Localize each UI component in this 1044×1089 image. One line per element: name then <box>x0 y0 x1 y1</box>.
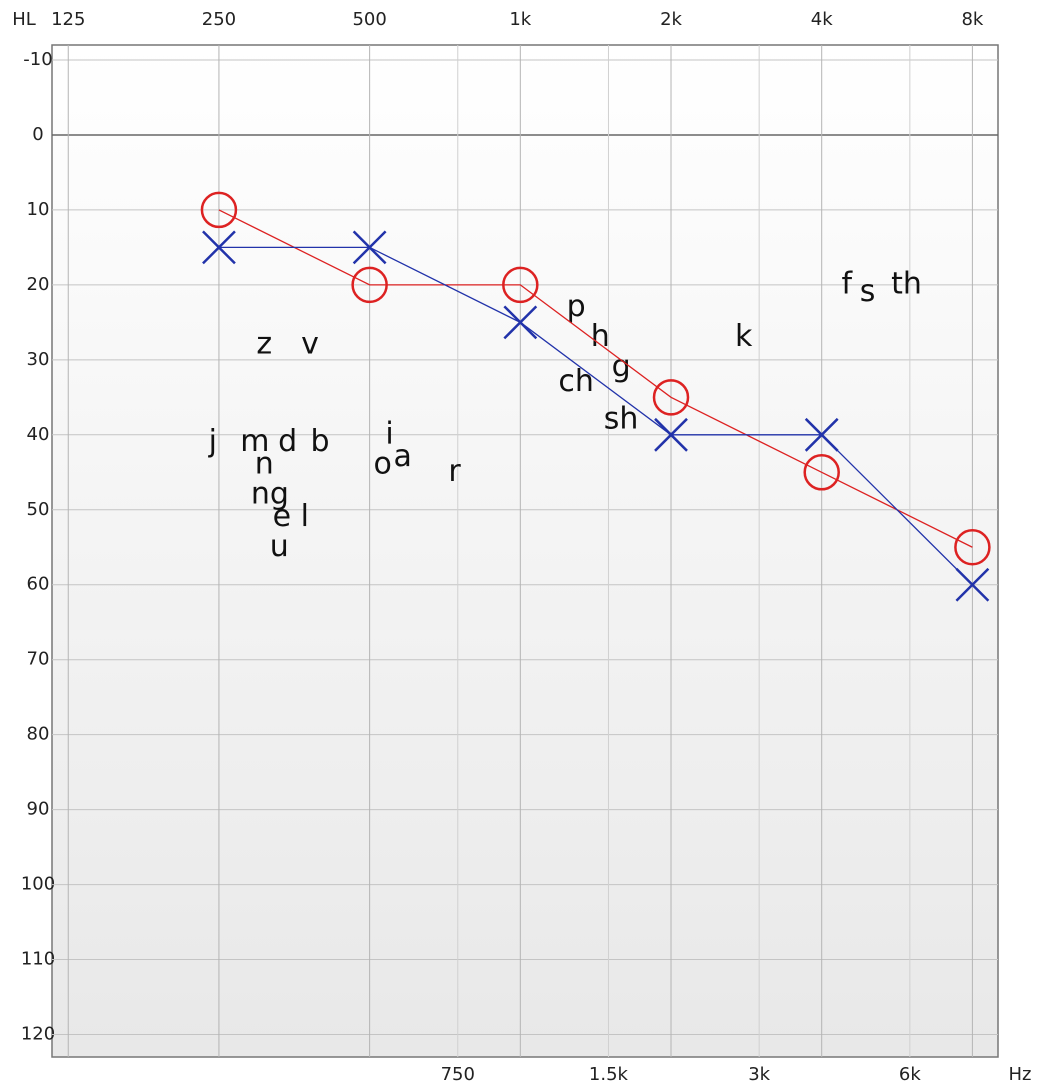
speech-sound: m <box>240 424 269 459</box>
marker-x <box>804 417 839 452</box>
speech-sound: j <box>208 424 217 459</box>
x-tick-label: 8k <box>961 9 983 30</box>
y-tick-label: 100 <box>21 874 55 895</box>
marker-circle <box>954 529 991 566</box>
speech-sound: th <box>891 266 922 301</box>
x-tick-label: 2k <box>660 9 682 30</box>
speech-sound: e <box>273 499 291 534</box>
marker-circle <box>803 454 840 491</box>
speech-sound: ng <box>251 476 289 511</box>
x-tick-label: 125 <box>51 9 85 30</box>
x-tick-label: 1k <box>509 9 531 30</box>
speech-sound: p <box>567 289 586 324</box>
y-tick-label: 30 <box>27 349 50 370</box>
speech-sound: s <box>860 274 876 309</box>
y-tick-label: 0 <box>32 124 43 145</box>
x-tick-label: 500 <box>352 9 386 30</box>
marker-x <box>955 567 990 602</box>
speech-sound: b <box>311 424 330 459</box>
y-tick-label: -10 <box>23 49 52 70</box>
speech-sound: f <box>842 266 854 301</box>
speech-sound: g <box>612 349 631 384</box>
x-minor-tick-label: 3k <box>748 1064 770 1085</box>
x-minor-tick-label: 6k <box>899 1064 921 1085</box>
y-tick-label: 10 <box>27 199 50 220</box>
x-tick-label: 4k <box>811 9 833 30</box>
speech-sound: i <box>385 416 393 451</box>
y-tick-label: 60 <box>27 574 50 595</box>
speech-sound: l <box>301 499 309 534</box>
x-minor-tick-label: 1.5k <box>589 1064 629 1085</box>
threshold-line <box>218 246 973 586</box>
marker-circle <box>502 266 539 304</box>
marker-circle <box>652 379 690 416</box>
speech-sound: a <box>393 439 411 474</box>
y-tick-label: 120 <box>21 1024 55 1045</box>
y-tick-label: 20 <box>27 274 50 295</box>
y-tick-label: 110 <box>21 949 55 970</box>
y-tick-label: 90 <box>27 799 50 820</box>
speech-sound: v <box>301 326 319 361</box>
speech-sound: k <box>735 319 753 354</box>
plot-area <box>51 44 999 1058</box>
speech-sound: sh <box>604 401 639 436</box>
x-minor-tick-label: 750 <box>441 1064 475 1085</box>
y-tick-label: 70 <box>27 649 50 670</box>
marker-x <box>654 417 688 452</box>
marker-x <box>202 230 236 265</box>
speech-sound: h <box>591 319 610 354</box>
y-tick-label: 80 <box>27 724 50 745</box>
speech-sound: d <box>278 424 297 459</box>
speech-sound: z <box>256 326 272 361</box>
x-axis-label: Hz <box>1009 1064 1032 1085</box>
marker-x <box>503 305 538 340</box>
speech-sound: u <box>270 529 289 564</box>
threshold-line <box>218 209 973 548</box>
y-tick-label: 50 <box>27 499 50 520</box>
speech-sound: r <box>448 454 461 489</box>
marker-circle <box>351 266 388 304</box>
y-tick-label: 40 <box>27 424 50 445</box>
speech-sound: n <box>255 446 274 481</box>
speech-sound: o <box>374 446 392 481</box>
speech-sound: ch <box>558 364 594 399</box>
marker-circle <box>200 191 238 229</box>
x-tick-label: 250 <box>202 9 236 30</box>
y-axis-label: HL <box>12 9 36 30</box>
marker-x <box>352 230 387 265</box>
